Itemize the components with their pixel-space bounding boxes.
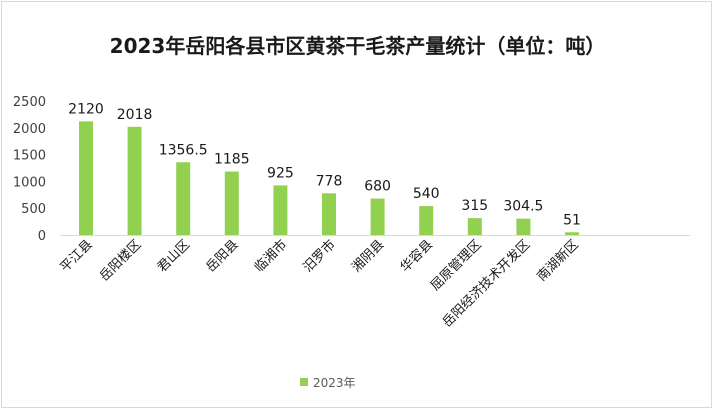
data-label: 925 bbox=[267, 165, 294, 181]
bar bbox=[370, 198, 385, 235]
bar bbox=[273, 185, 288, 235]
y-tick-label: 0 bbox=[38, 229, 46, 244]
x-tick-label: 汨罗市 bbox=[300, 237, 339, 276]
y-tick-label: 1500 bbox=[13, 149, 46, 164]
y-tick-label: 2500 bbox=[13, 95, 46, 110]
y-tick-label: 500 bbox=[21, 202, 46, 217]
legend: 2023年 bbox=[300, 373, 356, 391]
bar bbox=[565, 232, 579, 235]
x-tick-label: 岳阳楼区 bbox=[97, 237, 144, 284]
x-tick-label: 岳阳县 bbox=[203, 237, 241, 275]
bar bbox=[176, 162, 191, 235]
x-tick-label: 南湖新区 bbox=[534, 237, 582, 285]
x-tick-label: 临湘市 bbox=[251, 237, 290, 276]
y-tick-label: 1000 bbox=[13, 175, 46, 190]
bar bbox=[467, 218, 482, 235]
data-label: 1356.5 bbox=[159, 142, 208, 158]
legend-label: 2023年 bbox=[313, 375, 356, 390]
bar bbox=[419, 206, 434, 235]
bar bbox=[516, 218, 531, 235]
bar bbox=[127, 126, 142, 235]
bar bbox=[224, 171, 239, 235]
bar bbox=[322, 193, 336, 235]
data-label: 680 bbox=[364, 179, 391, 195]
data-label: 315 bbox=[461, 198, 488, 214]
data-label: 304.5 bbox=[503, 199, 543, 215]
y-tick-label: 2000 bbox=[13, 122, 46, 137]
x-tick-label: 君山区 bbox=[155, 237, 193, 275]
x-tick-label: 华容县 bbox=[397, 237, 436, 276]
x-tick-label: 岳阳经济技术开发区 bbox=[439, 237, 533, 331]
legend-swatch bbox=[300, 378, 308, 386]
chart-title: 2023年岳阳各县市区黄茶干毛茶产量统计（单位：吨） bbox=[109, 34, 606, 58]
data-label: 2018 bbox=[117, 107, 153, 123]
bar bbox=[79, 121, 93, 235]
data-label: 540 bbox=[413, 186, 440, 202]
data-label: 51 bbox=[563, 212, 581, 228]
x-tick-label: 平江县 bbox=[58, 237, 96, 275]
data-label: 2120 bbox=[68, 101, 104, 117]
data-label: 1185 bbox=[214, 151, 250, 167]
x-tick-label: 湘阴县 bbox=[349, 237, 387, 275]
data-label: 778 bbox=[316, 173, 343, 189]
